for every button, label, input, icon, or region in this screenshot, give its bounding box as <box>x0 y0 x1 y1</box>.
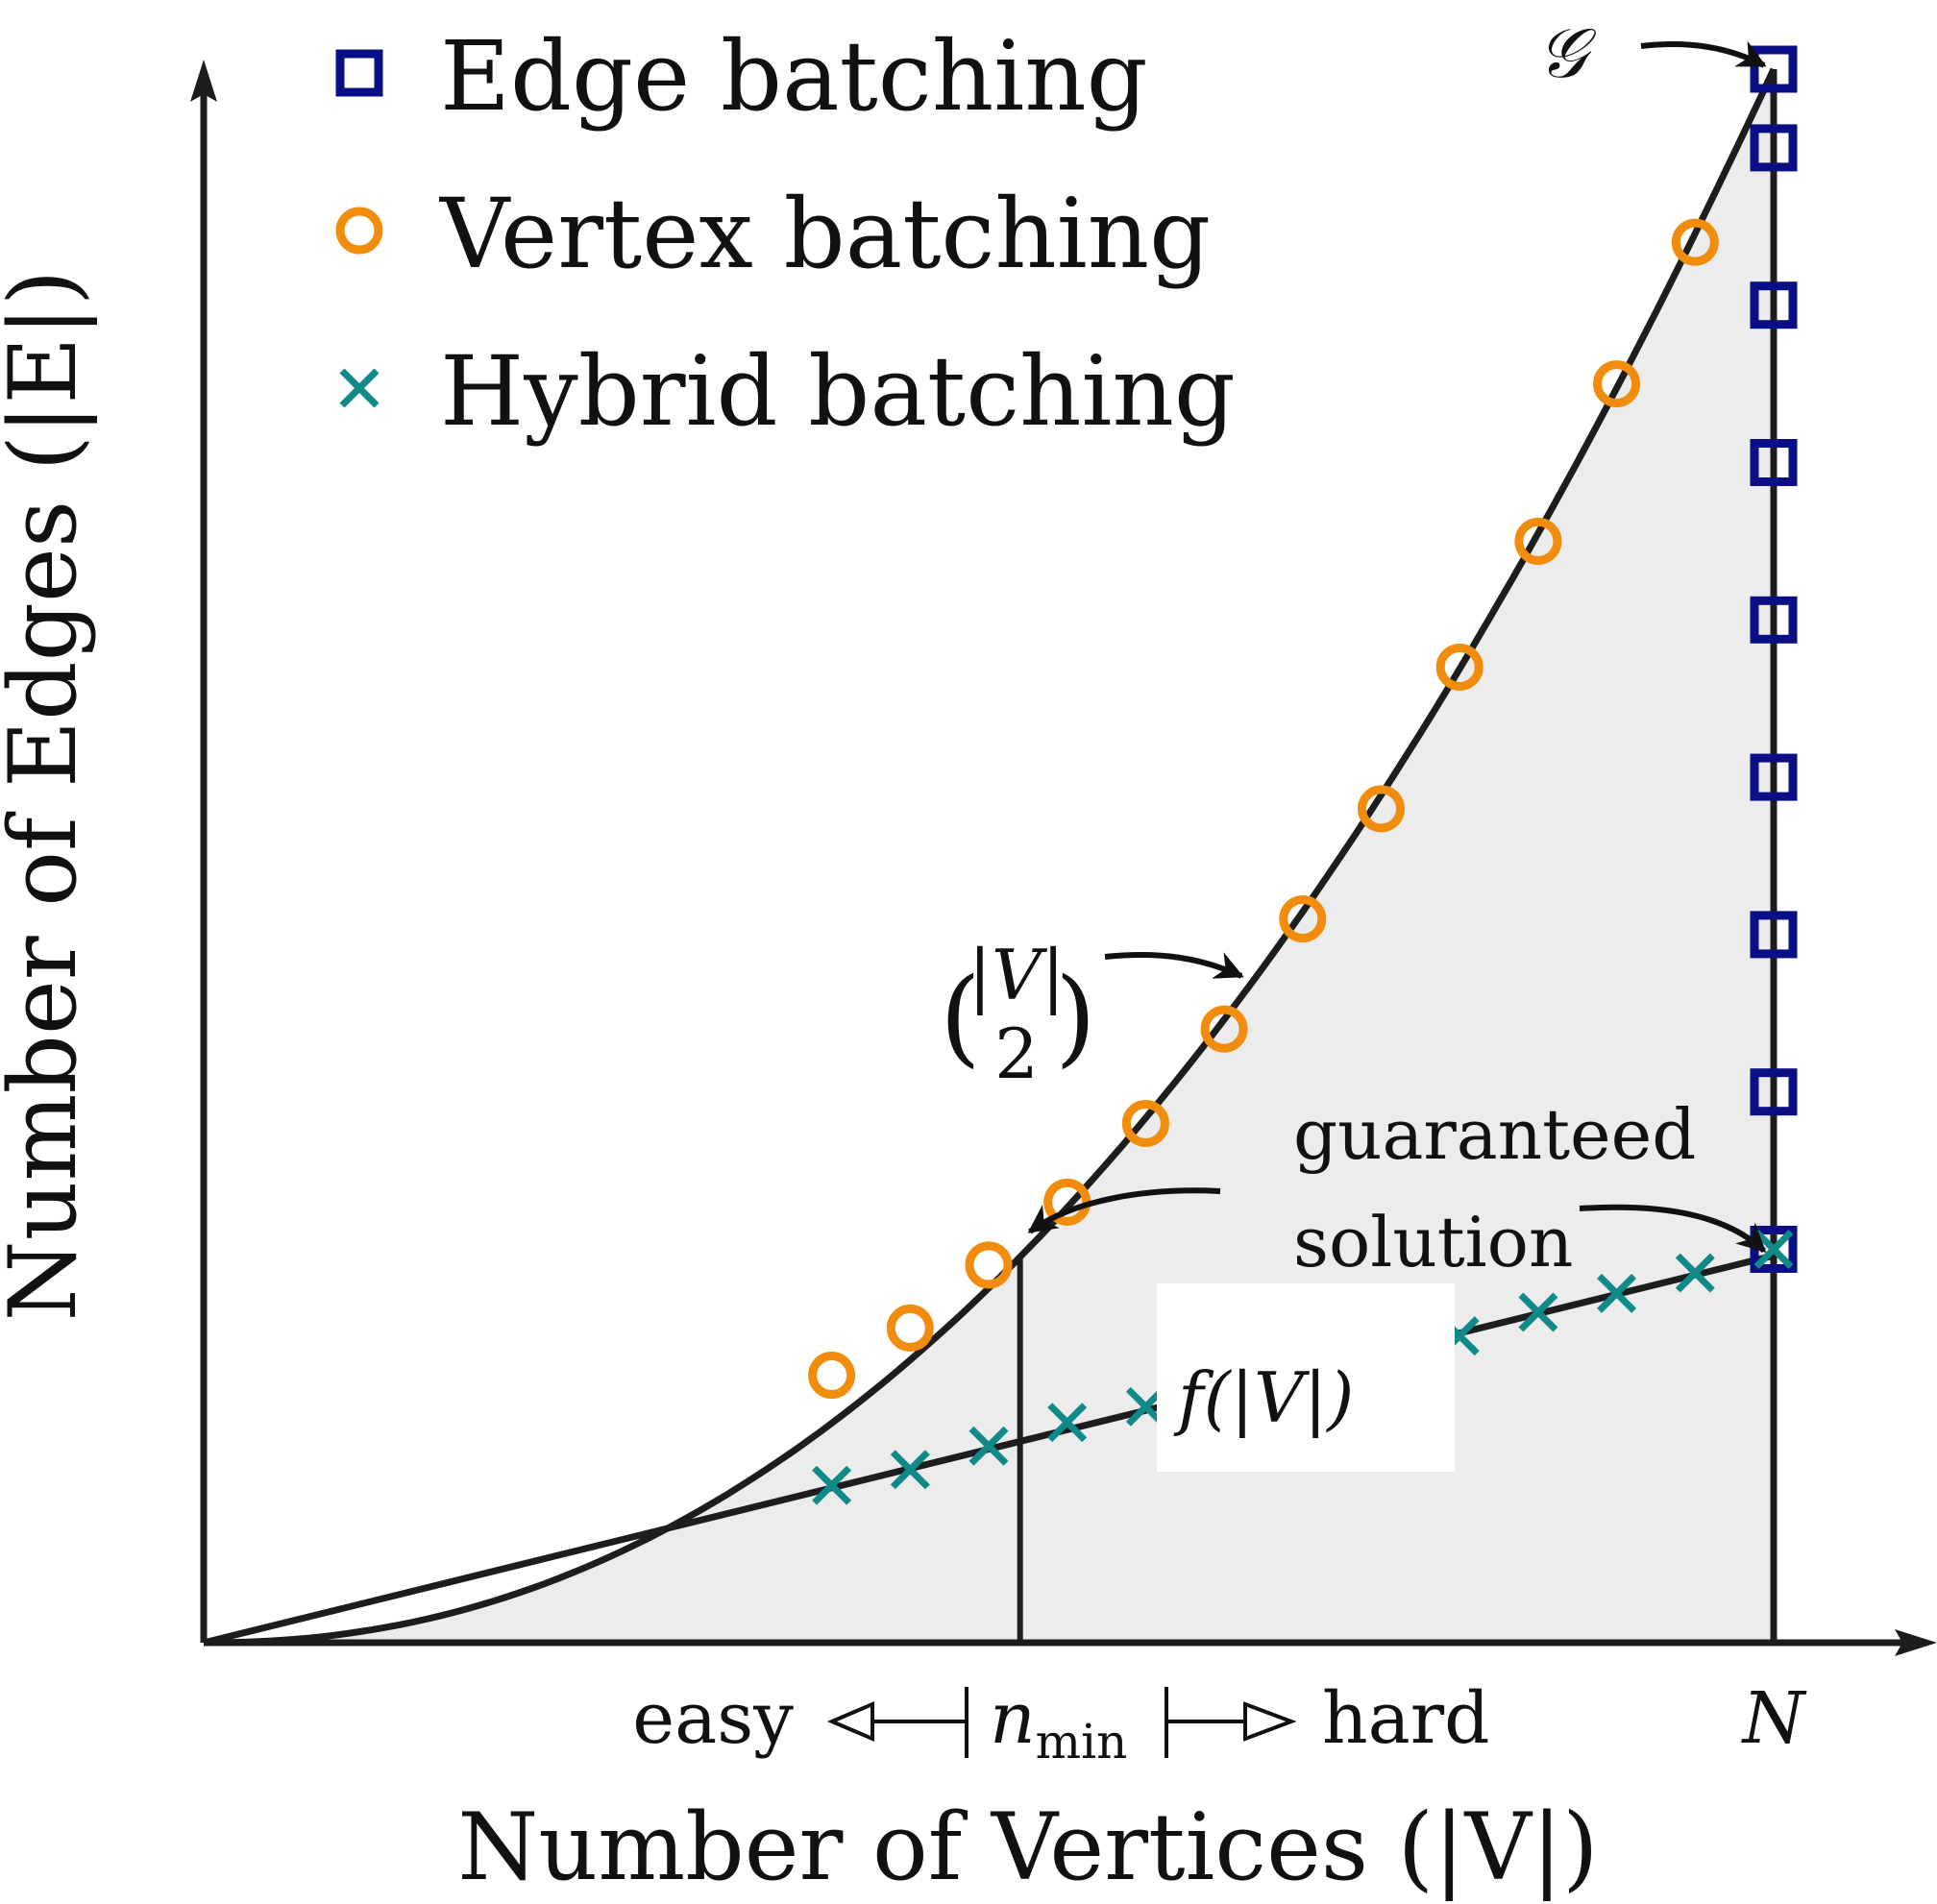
graph-label: 𝒢 <box>1537 12 1597 93</box>
hybrid-point-3-stroke-b <box>1047 1403 1088 1443</box>
hybrid-point-1 <box>890 1450 930 1490</box>
tick-label-n-min: nmin <box>990 1677 1127 1770</box>
guaranteed-arrow-left <box>1027 1187 1221 1234</box>
hybrid-point-7 <box>1597 1273 1637 1313</box>
legend-marker-vertex-batching <box>335 207 383 255</box>
edge-point-5 <box>1750 753 1798 801</box>
hybrid-point-6 <box>1518 1292 1558 1332</box>
hybrid-point-9-stroke-b <box>1753 1230 1794 1269</box>
easy-direction-arrow <box>826 1700 874 1743</box>
legend-marker-edge-batching <box>335 49 383 97</box>
binomial-left-paren: ( <box>940 955 981 1078</box>
tick-label-n-min-base: n <box>990 1677 1036 1760</box>
vertex-point-7 <box>1358 785 1405 833</box>
binomial-top: |V| <box>968 935 1066 1015</box>
legend-label-hybrid-batching: Hybrid batching <box>440 335 1236 448</box>
y-axis-arrowhead <box>190 60 217 102</box>
hybrid-point-6-stroke-b <box>1518 1292 1558 1332</box>
f-label-background <box>1157 1283 1455 1472</box>
legend-square-marker <box>335 49 383 97</box>
hybrid-point-7-stroke-b <box>1597 1273 1637 1313</box>
hybrid-point-3 <box>1047 1403 1088 1443</box>
hybrid-point-0-stroke-b <box>812 1465 852 1505</box>
legend-circle-marker <box>335 207 383 255</box>
edge-point-1 <box>1750 124 1798 172</box>
vertex-point-5 <box>1200 1005 1248 1053</box>
axes <box>190 60 1937 1656</box>
edge-point-7 <box>1750 1068 1798 1116</box>
feasible-region <box>204 69 1774 1643</box>
legend-x-marker-stroke-b <box>339 368 380 408</box>
edge-point-4 <box>1750 596 1798 644</box>
hybrid-point-8 <box>1675 1253 1715 1293</box>
vertex-point-8 <box>1435 643 1483 691</box>
binomial-arrow <box>1104 952 1244 979</box>
vertex-point-1 <box>886 1304 934 1352</box>
tick-label-easy: easy <box>632 1677 794 1760</box>
legend: Edge batching Vertex batching Hybrid bat… <box>335 20 1236 448</box>
guaranteed-label-line1: guaranteed <box>1293 1094 1696 1175</box>
binomial-right-paren: ) <box>1055 955 1096 1078</box>
vertex-point-4 <box>1121 1099 1169 1147</box>
hybrid-point-0 <box>812 1465 852 1505</box>
vertex-point-0 <box>808 1352 856 1400</box>
hard-direction-arrow <box>1243 1701 1297 1742</box>
binomial-label: ( |V| 2 ) <box>940 935 1096 1094</box>
edge-point-3 <box>1750 439 1798 486</box>
vertex-point-2 <box>965 1241 1013 1289</box>
hybrid-point-2 <box>968 1426 1009 1466</box>
x-axis-title: Number of Vertices (|V|) <box>457 1794 1598 1901</box>
x-axis-arrowhead <box>1895 1629 1937 1656</box>
guaranteed-label-line2: solution <box>1293 1202 1573 1282</box>
binomial-bottom: 2 <box>994 1013 1039 1094</box>
vertex-point-11 <box>1671 218 1719 266</box>
tick-label-N: N <box>1741 1677 1807 1760</box>
hybrid-point-1-stroke-b <box>890 1450 930 1490</box>
hybrid-point-8-stroke-b <box>1675 1253 1715 1293</box>
guaranteed-arrow-right <box>1579 1204 1767 1254</box>
edge-point-6 <box>1750 911 1798 959</box>
legend-label-vertex-batching: Vertex batching <box>439 178 1211 290</box>
vertex-point-10 <box>1593 360 1641 408</box>
feasible-region-layer <box>204 69 1774 1643</box>
tick-label-n-min-subscript: min <box>1036 1714 1128 1770</box>
graph-label-arrow <box>1640 40 1767 68</box>
y-axis-title: Number of Edges (|E|) <box>0 270 97 1322</box>
legend-label-edge-batching: Edge batching <box>440 20 1148 133</box>
tick-label-hard: hard <box>1322 1677 1490 1760</box>
hybrid-point-2-stroke-b <box>968 1426 1009 1466</box>
vertex-point-9 <box>1514 517 1562 565</box>
vertex-point-6 <box>1279 895 1327 943</box>
legend-marker-hybrid-batching <box>339 368 380 408</box>
edge-point-2 <box>1750 281 1798 330</box>
f-label: f(|V|) <box>1173 1357 1354 1438</box>
legend-x-marker <box>339 368 380 408</box>
edge-point-0 <box>1750 45 1798 93</box>
